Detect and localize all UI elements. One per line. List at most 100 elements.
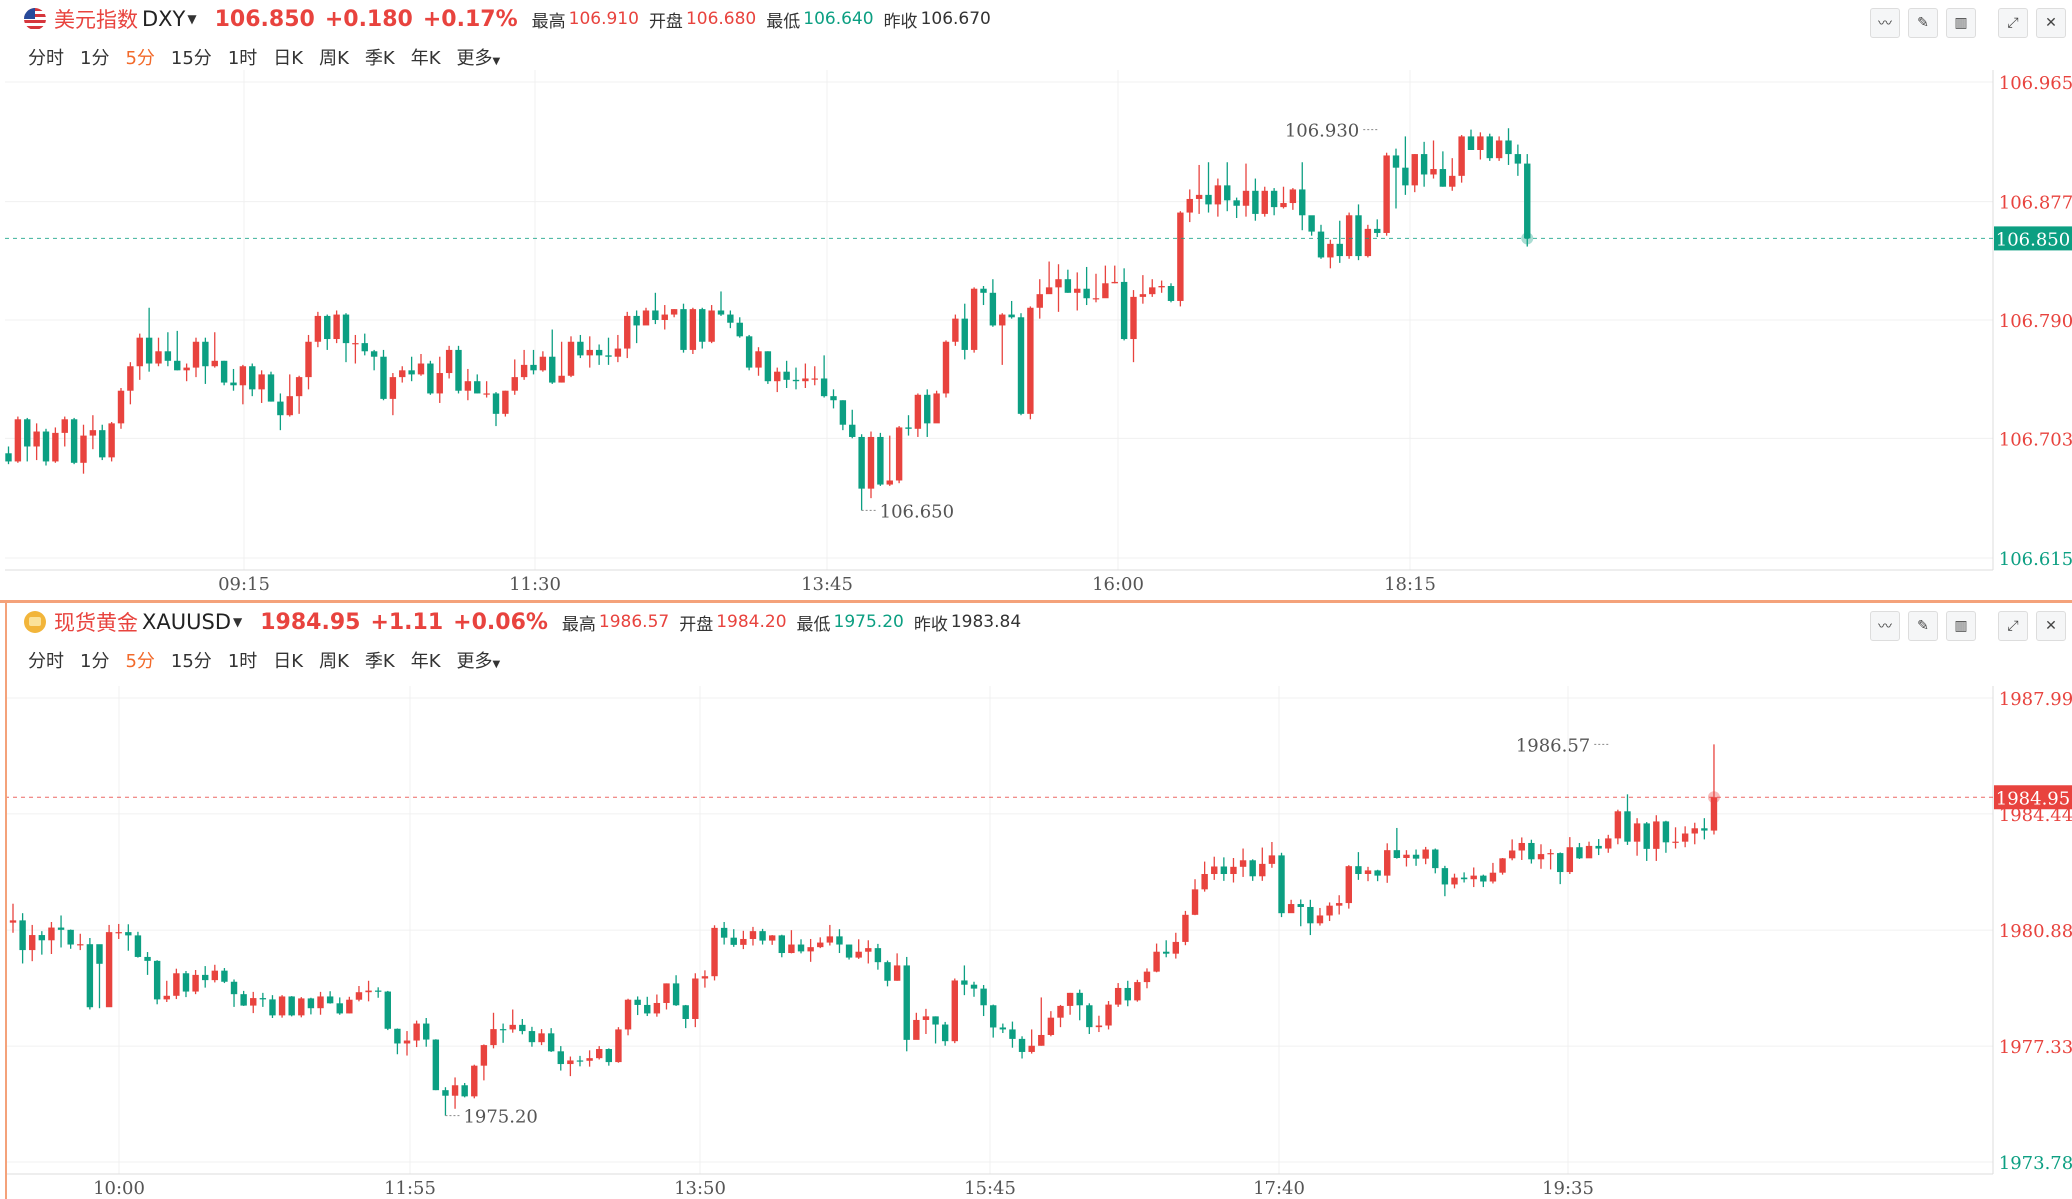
symbol-name[interactable]: 美元指数 [54,8,138,32]
tab-yearly[interactable]: 年K [410,48,441,69]
tab-yearly[interactable]: 年K [410,651,441,672]
candle-body [644,1004,651,1014]
candle-body [1528,842,1535,860]
candle-body [942,341,950,394]
tab-15min[interactable]: 15分 [170,48,212,69]
candle [278,995,286,1018]
tab-weekly[interactable]: 周K [319,48,349,69]
candle-body [519,1024,526,1032]
candle [1355,204,1362,261]
candle-body [642,310,650,326]
tab-daily[interactable]: 日K [273,48,304,69]
tab-quarterly[interactable]: 季K [364,48,395,69]
candle [1268,842,1276,868]
candle [699,307,706,349]
candle [370,349,378,371]
dxy-candlestick-chart[interactable]: 106.965 106.877 106.790 106.703 106.615 09:15… [0,0,2072,601]
candle-body [134,935,142,957]
candle-body [153,960,161,1000]
tab-more[interactable]: 更多▼ [457,647,501,673]
tab-quarterly[interactable]: 季K [364,651,395,672]
candle-body [557,1051,564,1065]
candle [1038,997,1045,1046]
stat-high-value: 1986.57 [598,612,670,632]
tab-1hour[interactable]: 1时 [227,48,258,69]
candle-body [1566,847,1574,873]
chevron-down-icon[interactable]: ▼ [233,615,243,629]
candle-body [1201,874,1208,890]
candle-body [736,322,743,337]
tab-timeline[interactable]: 分时 [28,651,64,672]
tab-1hour[interactable]: 1时 [227,651,258,672]
candle [1412,849,1420,866]
symbol-name[interactable]: 现货黄金 [54,611,138,635]
candle-body [567,1060,574,1065]
symbol-code[interactable]: DXY [142,7,186,31]
candle-body [399,370,406,378]
candle [163,980,170,1002]
chart-toolbar: 〰 ✎ ▥ ⤢ ✕ [1862,8,2072,38]
tab-1min[interactable]: 1分 [80,48,110,69]
candle [689,307,697,354]
close-icon[interactable]: ✕ [2036,611,2066,641]
candle-body [797,944,805,952]
candle-body [346,999,353,1014]
candle-body [96,944,103,964]
candle-body [886,480,893,485]
candle [52,427,59,463]
candle [1403,850,1410,867]
symbol-code[interactable]: XAUUSD [142,610,231,634]
candle-body [267,374,275,402]
candlestick-icon[interactable]: ▥ [1946,8,1976,38]
expand-icon[interactable]: ⤢ [1998,611,2028,641]
draw-pen-icon[interactable]: ✎ [1908,611,1938,641]
candle-body [549,356,556,383]
candle-body [788,944,795,954]
x-tick-label: 15:45 [964,1178,1016,1199]
candle [1402,136,1409,195]
candle-body [211,360,218,367]
candle [830,389,837,409]
candle-body [1239,860,1247,867]
candle [1681,826,1689,848]
candle [1518,837,1525,860]
tab-15min[interactable]: 15分 [170,651,212,672]
candle-body [1047,1017,1055,1035]
chevron-down-icon[interactable]: ▼ [187,12,197,26]
candle [499,1023,507,1043]
candle [239,364,247,405]
draw-pen-icon[interactable]: ✎ [1908,8,1938,38]
tab-1min[interactable]: 1分 [80,651,110,672]
candle-body [839,400,847,425]
candlestick-icon[interactable]: ▥ [1946,611,1976,641]
candle [1120,268,1128,341]
tab-more[interactable]: 更多▼ [457,44,501,70]
tab-weekly[interactable]: 周K [319,651,349,672]
tab-5min[interactable]: 5分 [125,651,155,672]
candle-body [826,936,834,943]
candle-body [692,978,699,1019]
candle [980,985,987,1017]
gold-candlestick-chart[interactable]: 1987.99 1984.44 1980.88 1977.33 1973.78 10:00… [0,603,2072,1199]
stat-high-label: 最高 [561,614,596,635]
expand-icon[interactable]: ⤢ [1998,8,2028,38]
candle [567,1056,574,1077]
candle-body [1317,231,1325,258]
tab-timeline[interactable]: 分时 [28,48,64,69]
candle [820,355,828,398]
x-tick-label: 13:45 [801,574,853,595]
candle-body [1393,850,1401,858]
close-icon[interactable]: ✕ [2036,8,2066,38]
candle [1182,910,1189,946]
candle-body [269,999,276,1016]
line-chart-icon[interactable]: 〰 [1870,611,1900,641]
candle [1317,224,1325,259]
candle [384,990,391,1031]
candle-body [240,994,247,1006]
candle-body [1432,849,1439,869]
line-chart-icon[interactable]: 〰 [1870,8,1900,38]
tab-5min[interactable]: 5分 [125,48,155,69]
candle [267,371,275,402]
candle [989,279,997,327]
tab-daily[interactable]: 日K [273,651,304,672]
